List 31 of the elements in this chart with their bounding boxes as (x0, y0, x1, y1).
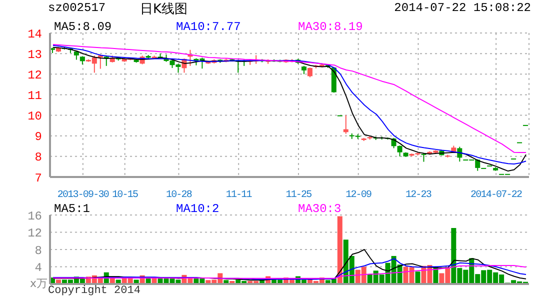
text: Copyright 2014 (48, 285, 140, 297)
x-tick-label: 2014-07-22 (470, 190, 522, 201)
text: MA10:2 (176, 202, 220, 216)
chart-title: 日K线图 (140, 2, 188, 17)
x-tick-label: 10-15 (112, 190, 138, 201)
y-tick-label: 8 (34, 150, 42, 165)
text: MA5:1 (54, 202, 92, 216)
y-tick-label: 9 (34, 130, 42, 144)
series-label: MA5:8.09 (54, 20, 113, 34)
x-tick-label: 10-28 (166, 190, 192, 201)
y-tick-label: 14 (28, 27, 42, 42)
text: MA30:3 (298, 202, 342, 216)
y-tick-label: 7 (34, 171, 42, 186)
y-tick-label: 10 (28, 110, 42, 124)
text: MA30:8.19 (298, 20, 364, 34)
y-tick-label: 12 (28, 68, 42, 82)
x-tick-label: 12-09 (346, 190, 372, 201)
y-tick-label: 11 (28, 88, 42, 103)
y-axis-title: x万 (30, 276, 48, 291)
y-tick-label: 12 (28, 226, 42, 241)
chart-subtitle: sz002517 (48, 1, 106, 15)
y-tick-label: 13 (28, 48, 42, 62)
y-tick-label: 8 (34, 244, 42, 258)
y-tick-label: 4 (34, 261, 42, 276)
text: 2014-07-22 15:08:22 (394, 1, 531, 15)
x-tick-label: 2013-09-30 (57, 190, 110, 201)
y-tick-label: 16 (28, 209, 42, 224)
text: MA10:7.77 (176, 20, 242, 34)
x-tick-label: 12-23 (405, 190, 432, 201)
x-tick-label: 11-25 (286, 190, 312, 201)
x-tick-label: 11-11 (226, 190, 252, 201)
